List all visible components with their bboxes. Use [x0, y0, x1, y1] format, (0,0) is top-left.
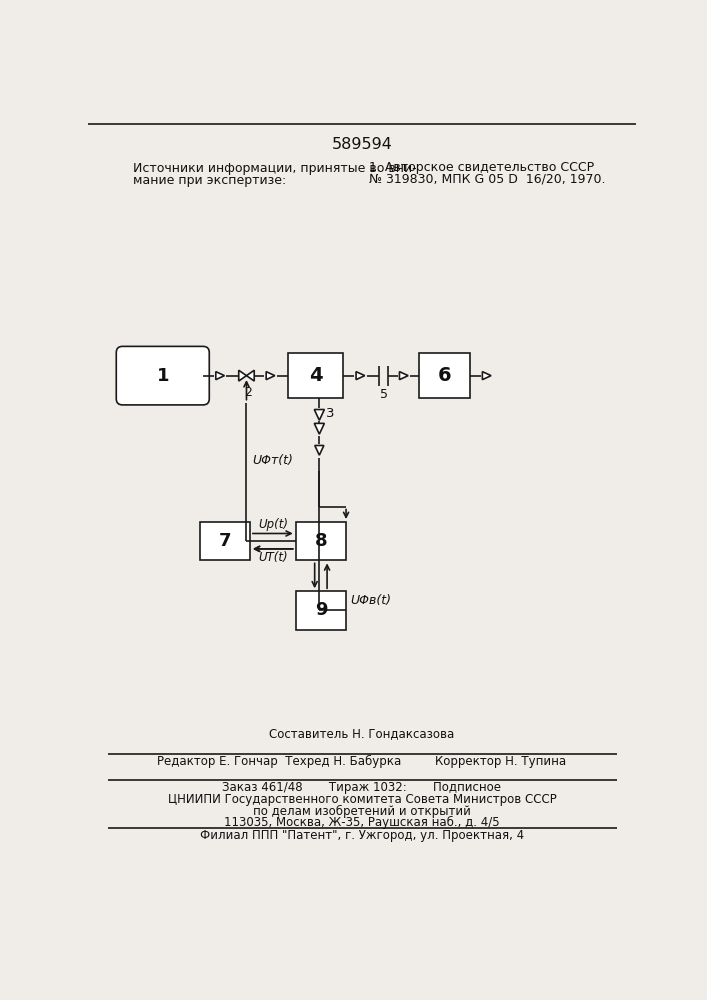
FancyBboxPatch shape: [116, 346, 209, 405]
Text: мание при экспертизе:: мание при экспертизе:: [134, 174, 286, 187]
Text: 113035, Москва, Ж-35, Раушская наб., д. 4/5: 113035, Москва, Ж-35, Раушская наб., д. …: [224, 816, 500, 829]
Polygon shape: [239, 370, 247, 381]
Text: UΦв(t): UΦв(t): [350, 594, 391, 607]
Polygon shape: [247, 370, 255, 381]
Text: Источники информации, принятые во вни-: Источники информации, принятые во вни-: [134, 162, 417, 175]
Bar: [296, 522, 346, 560]
Text: 9: 9: [315, 601, 327, 619]
Polygon shape: [356, 372, 365, 380]
Polygon shape: [315, 410, 325, 420]
Text: 4: 4: [309, 366, 322, 385]
Text: UТ(t): UТ(t): [258, 551, 288, 564]
Text: 2: 2: [244, 386, 252, 399]
Text: Редактор Е. Гончар  Техред Н. Бабурка         Корректор Н. Тупина: Редактор Е. Гончар Техред Н. Бабурка Кор…: [158, 755, 566, 768]
Text: UΦт(t): UΦт(t): [252, 454, 293, 467]
Bar: [288, 353, 344, 398]
Text: ЦНИИПИ Государственного комитета Совета Министров СССР: ЦНИИПИ Государственного комитета Совета …: [168, 793, 556, 806]
Polygon shape: [399, 372, 408, 380]
Text: 1: 1: [156, 367, 169, 385]
Text: Заказ 461/48       Тираж 1032:       Подписное: Заказ 461/48 Тираж 1032: Подписное: [223, 781, 501, 794]
Text: 8: 8: [315, 532, 327, 550]
Bar: [419, 353, 469, 398]
Text: Up(t): Up(t): [258, 518, 288, 531]
Polygon shape: [216, 372, 224, 380]
Text: 5: 5: [380, 388, 387, 401]
Text: 589594: 589594: [332, 137, 393, 152]
Text: Филиал ППП "Патент", г. Ужгород, ул. Проектная, 4: Филиал ППП "Патент", г. Ужгород, ул. Про…: [200, 829, 524, 842]
Text: по делам изобретений и открытий: по делам изобретений и открытий: [253, 805, 471, 818]
Text: 1. Авторское свидетельство СССР: 1. Авторское свидетельство СССР: [369, 161, 594, 174]
Bar: [296, 591, 346, 630]
Text: 7: 7: [218, 532, 231, 550]
Text: 3: 3: [327, 407, 335, 420]
Text: 6: 6: [438, 366, 451, 385]
Polygon shape: [315, 423, 325, 434]
Text: № 319830, МПК G 05 D  16/20, 1970.: № 319830, МПК G 05 D 16/20, 1970.: [369, 172, 605, 185]
Text: Составитель Н. Гондаксазова: Составитель Н. Гондаксазова: [269, 727, 455, 740]
Polygon shape: [482, 372, 491, 380]
Bar: [199, 522, 250, 560]
Polygon shape: [315, 445, 324, 455]
Polygon shape: [266, 372, 275, 380]
